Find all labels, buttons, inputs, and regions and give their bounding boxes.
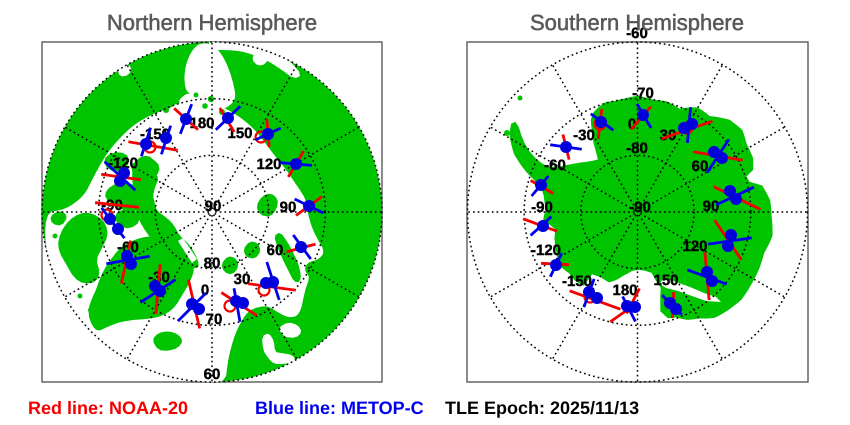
svg-text:90: 90 (703, 198, 720, 215)
svg-text:180: 180 (189, 115, 214, 132)
svg-text:60: 60 (267, 242, 284, 259)
svg-text:150: 150 (653, 272, 678, 289)
svg-text:70: 70 (206, 311, 223, 328)
svg-text:Red line: NOAA-20: Red line: NOAA-20 (28, 398, 188, 418)
svg-text:60: 60 (204, 366, 221, 383)
svg-text:Southern Hemisphere: Southern Hemisphere (530, 10, 744, 35)
svg-text:-150: -150 (562, 273, 592, 290)
svg-text:Northern Hemisphere: Northern Hemisphere (107, 10, 317, 35)
svg-text:-30: -30 (573, 127, 595, 144)
svg-text:-120: -120 (531, 242, 561, 259)
svg-text:-90: -90 (531, 199, 553, 216)
svg-text:Blue line: METOP-C: Blue line: METOP-C (255, 398, 424, 418)
svg-text:TLE Epoch: 2025/11/13: TLE Epoch: 2025/11/13 (445, 398, 639, 418)
svg-text:-70: -70 (632, 85, 654, 102)
svg-text:90: 90 (205, 198, 222, 215)
svg-text:30: 30 (234, 271, 251, 288)
svg-text:-60: -60 (544, 157, 566, 174)
svg-text:-60: -60 (626, 25, 648, 42)
svg-text:120: 120 (256, 156, 281, 173)
svg-text:-80: -80 (626, 140, 648, 157)
svg-text:90: 90 (280, 199, 297, 216)
svg-text:120: 120 (682, 238, 707, 255)
svg-text:0: 0 (628, 116, 636, 133)
svg-text:-90: -90 (629, 199, 651, 216)
svg-text:80: 80 (204, 255, 221, 272)
svg-text:180: 180 (612, 282, 637, 299)
svg-text:-120: -120 (108, 155, 138, 172)
svg-text:60: 60 (692, 158, 709, 175)
svg-text:0: 0 (201, 282, 209, 299)
